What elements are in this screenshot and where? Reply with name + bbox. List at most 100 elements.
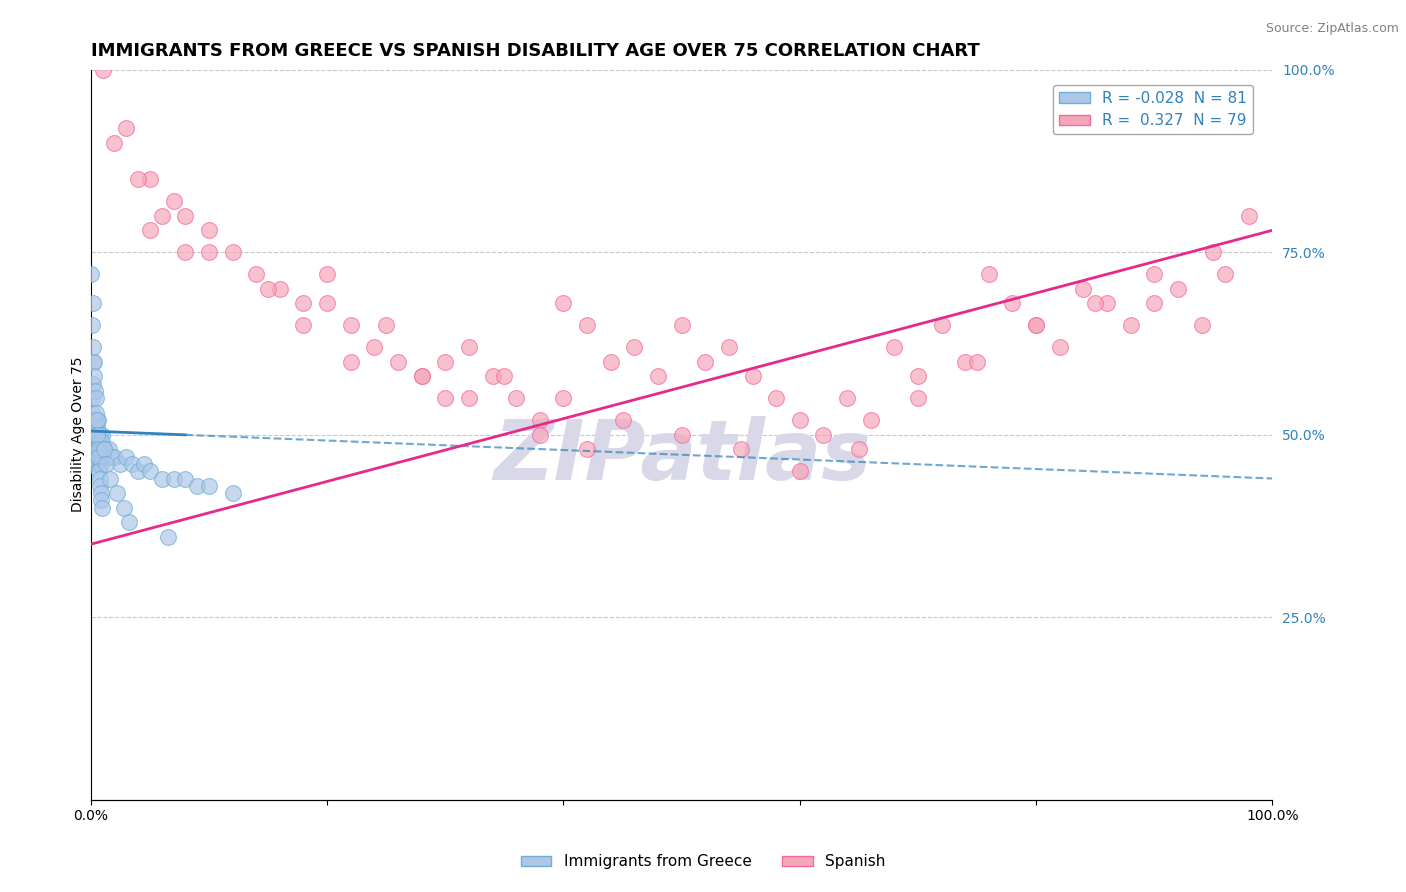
Point [91, 435, 114, 450]
Point [671, 427, 693, 442]
Point [87, 450, 110, 464]
Point [1001, 296, 1024, 310]
Point [90, 450, 112, 464]
Point [156, 530, 179, 544]
Point [883, 340, 905, 354]
Point [84, 391, 107, 405]
Point [174, 209, 197, 223]
Point [848, 442, 870, 457]
Point [103, 450, 125, 464]
Point [1025, 318, 1047, 333]
Point [87, 442, 110, 457]
Point [90, 486, 112, 500]
Point [198, 245, 221, 260]
Point [91, 500, 114, 515]
Point [101, 450, 124, 464]
Point [84, 406, 107, 420]
Point [458, 340, 481, 354]
Point [1095, 296, 1118, 310]
Point [529, 413, 551, 427]
Point [82, 376, 104, 391]
Point [481, 369, 503, 384]
Point [87, 464, 110, 478]
Point [110, 457, 132, 471]
Point [835, 391, 858, 405]
Point [174, 245, 197, 260]
Point [977, 267, 1000, 281]
Point [105, 486, 128, 500]
Point [89, 427, 111, 442]
Point [458, 391, 481, 405]
Point [316, 296, 339, 310]
Point [132, 457, 155, 471]
Point [1237, 209, 1260, 223]
Point [813, 427, 835, 442]
Point [112, 500, 135, 515]
Point [859, 413, 882, 427]
Point [695, 354, 717, 368]
Point [80, 406, 103, 420]
Point [80, 442, 103, 457]
Point [84, 427, 107, 442]
Point [292, 296, 315, 310]
Point [612, 413, 634, 427]
Point [80, 267, 103, 281]
Point [505, 391, 527, 405]
Point [87, 435, 110, 450]
Legend: Immigrants from Greece, Spanish: Immigrants from Greece, Spanish [515, 848, 891, 875]
Point [741, 369, 763, 384]
Text: Source: ZipAtlas.com: Source: ZipAtlas.com [1265, 22, 1399, 36]
Point [80, 318, 103, 333]
Point [789, 413, 811, 427]
Point [150, 209, 173, 223]
Point [907, 369, 929, 384]
Point [1025, 318, 1047, 333]
Point [127, 464, 149, 478]
Point [221, 245, 243, 260]
Point [96, 457, 118, 471]
Point [83, 420, 105, 434]
Point [1143, 267, 1166, 281]
Point [375, 318, 398, 333]
Point [529, 427, 551, 442]
Point [94, 442, 117, 457]
Point [174, 471, 197, 485]
Point [316, 267, 339, 281]
Point [80, 427, 103, 442]
Point [339, 354, 361, 368]
Point [494, 369, 516, 384]
Point [86, 420, 108, 434]
Point [953, 354, 976, 368]
Point [98, 471, 121, 485]
Point [292, 318, 315, 333]
Point [198, 223, 221, 237]
Point [87, 427, 110, 442]
Point [717, 340, 740, 354]
Point [86, 442, 108, 457]
Point [765, 391, 787, 405]
Point [82, 391, 104, 405]
Point [730, 442, 752, 457]
Point [434, 391, 457, 405]
Point [221, 486, 243, 500]
Point [339, 318, 361, 333]
Point [84, 442, 107, 457]
Point [127, 172, 149, 186]
Point [139, 223, 162, 237]
Y-axis label: Disability Age Over 75: Disability Age Over 75 [72, 357, 86, 512]
Point [86, 457, 108, 471]
Point [86, 435, 108, 450]
Point [576, 318, 599, 333]
Point [91, 442, 114, 457]
Point [82, 340, 104, 354]
Point [150, 471, 173, 485]
Point [89, 479, 111, 493]
Point [91, 450, 114, 464]
Point [89, 471, 111, 485]
Point [86, 427, 108, 442]
Point [139, 464, 162, 478]
Point [269, 282, 291, 296]
Point [162, 471, 184, 485]
Point [90, 442, 112, 457]
Point [186, 479, 208, 493]
